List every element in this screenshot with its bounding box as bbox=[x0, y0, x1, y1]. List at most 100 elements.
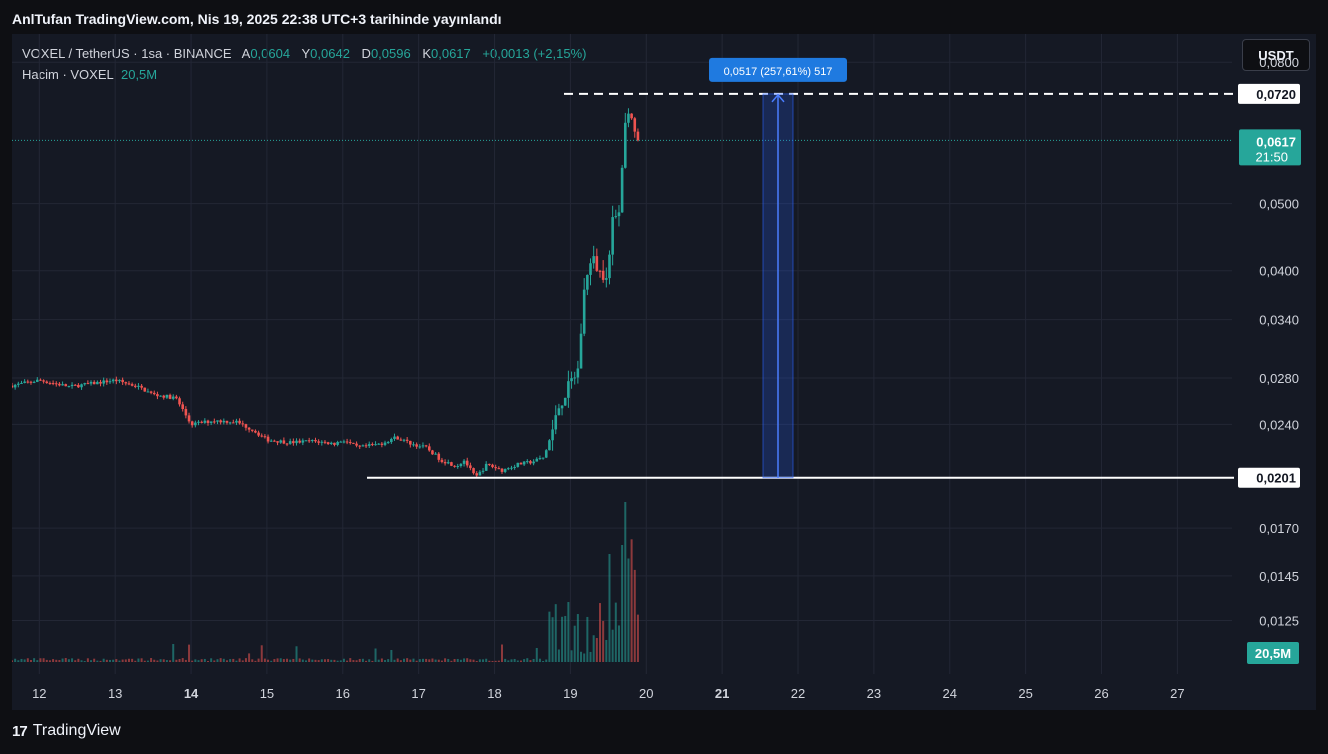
price-chart[interactable]: 12 13 14 15 16 17 18 19 20 21 22 23 24 25 26 27 0,0800 0,… bbox=[12, 34, 1316, 710]
volume-bar bbox=[257, 658, 260, 662]
volume-bar bbox=[216, 659, 219, 662]
candle-body bbox=[538, 458, 542, 460]
candle-body bbox=[326, 442, 330, 444]
volume-bar bbox=[551, 617, 554, 662]
volume-bar bbox=[605, 639, 608, 662]
volume-bar bbox=[108, 659, 111, 662]
volume-bar bbox=[440, 660, 443, 662]
volume-bar bbox=[254, 660, 257, 662]
candle-body bbox=[459, 463, 463, 467]
candle-body bbox=[443, 462, 447, 464]
candle-body bbox=[269, 440, 273, 442]
volume-bar bbox=[238, 658, 241, 662]
volume-bar bbox=[320, 659, 323, 662]
candle-body bbox=[184, 409, 188, 416]
volume-bar bbox=[513, 658, 516, 662]
volume-bar bbox=[80, 660, 83, 662]
candle-body bbox=[570, 378, 573, 382]
volume-bar bbox=[380, 658, 383, 662]
volume-bar bbox=[286, 658, 289, 662]
x-tick-label: 17 bbox=[411, 686, 425, 701]
candle-body bbox=[348, 442, 352, 444]
chart-panel[interactable]: VOXEL / TetherUS · 1sa · BINANCE A0,0604… bbox=[12, 34, 1316, 710]
candle-body bbox=[598, 270, 602, 272]
volume-bar bbox=[500, 644, 503, 662]
volume-bar bbox=[327, 659, 330, 662]
y-tick-label: 0,0240 bbox=[1259, 417, 1299, 432]
candle-body bbox=[250, 429, 254, 431]
volume-bar bbox=[557, 649, 560, 662]
candle-body bbox=[257, 432, 260, 436]
brand-name: TradingView bbox=[32, 722, 121, 739]
volume-bar bbox=[456, 658, 459, 662]
volume-bar bbox=[194, 659, 197, 662]
candle-body bbox=[304, 440, 308, 442]
volume-bar bbox=[472, 659, 475, 662]
volume-bar bbox=[292, 658, 295, 662]
volume-bar bbox=[384, 660, 387, 662]
candle-body bbox=[605, 278, 608, 280]
volume-bar bbox=[146, 660, 149, 662]
volume-bar bbox=[437, 659, 440, 662]
candle-body bbox=[592, 256, 595, 264]
volume-bar bbox=[519, 660, 522, 662]
candle-body bbox=[92, 381, 96, 385]
volume-bar bbox=[542, 660, 545, 662]
volume-bar bbox=[52, 659, 55, 662]
candle-body bbox=[329, 442, 333, 444]
volume-bar bbox=[77, 658, 80, 662]
volume-bar bbox=[450, 660, 453, 662]
x-tick-label: 26 bbox=[1094, 686, 1108, 701]
currency-button[interactable]: USDT bbox=[1242, 39, 1310, 71]
volume-bar bbox=[118, 660, 121, 662]
volume-bar bbox=[29, 660, 32, 662]
candle-body bbox=[200, 421, 203, 423]
volume-bar bbox=[627, 558, 630, 662]
candle-body bbox=[96, 381, 99, 385]
candle-body bbox=[12, 385, 14, 388]
volume-bar bbox=[289, 659, 292, 662]
candle-body bbox=[595, 256, 599, 271]
candle-body bbox=[402, 439, 406, 441]
candle-body bbox=[58, 383, 61, 386]
volume-bar bbox=[42, 658, 45, 662]
volume-bar bbox=[219, 658, 222, 662]
tradingview-logo-icon: 17 bbox=[12, 722, 28, 740]
volume-bar bbox=[251, 659, 254, 662]
volume-bar bbox=[36, 660, 39, 662]
volume-bar bbox=[352, 660, 355, 662]
volume-bar bbox=[55, 659, 58, 662]
y-tick-label: 0,0280 bbox=[1259, 371, 1299, 386]
volume-bar bbox=[399, 660, 402, 662]
candle-body bbox=[573, 377, 577, 379]
candle-body bbox=[494, 467, 497, 469]
volume-bar bbox=[396, 658, 399, 662]
volume-bar bbox=[428, 659, 431, 662]
volume-bar bbox=[548, 611, 551, 662]
volume-bar bbox=[564, 615, 567, 662]
volume-bar bbox=[241, 660, 244, 662]
candle-body bbox=[371, 444, 374, 446]
volume-bar bbox=[586, 616, 589, 662]
volume-bar bbox=[90, 660, 93, 662]
candle-body bbox=[589, 263, 592, 275]
candle-body bbox=[266, 436, 270, 442]
candle-body bbox=[209, 421, 213, 423]
volume-bar bbox=[203, 658, 206, 662]
chart-legend: VOXEL / TetherUS · 1sa · BINANCE A0,0604… bbox=[22, 45, 586, 87]
volume-bar bbox=[248, 653, 251, 662]
level-badge bbox=[1238, 83, 1300, 104]
volume-bar bbox=[86, 658, 89, 662]
candle-body bbox=[623, 122, 627, 168]
candle-body bbox=[213, 421, 216, 423]
volume-bar bbox=[175, 659, 178, 662]
volume-bar bbox=[624, 502, 627, 662]
volume-bar bbox=[365, 660, 368, 662]
x-tick-label: 20 bbox=[639, 686, 653, 701]
candle-body bbox=[548, 440, 551, 451]
candle-body bbox=[187, 415, 191, 422]
volume-bar bbox=[377, 659, 380, 662]
level-label: 0,0720 bbox=[1256, 87, 1296, 102]
candle-body bbox=[64, 384, 68, 387]
candle-body bbox=[194, 422, 197, 426]
